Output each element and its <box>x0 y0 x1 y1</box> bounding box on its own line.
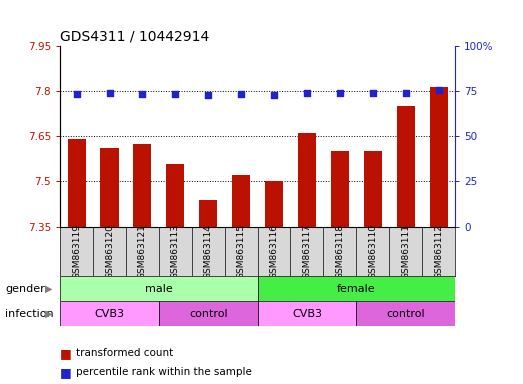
Point <box>72 91 81 97</box>
Text: GSM863119: GSM863119 <box>72 224 81 279</box>
Point <box>303 89 311 96</box>
Text: GSM863121: GSM863121 <box>138 224 147 279</box>
Text: GSM863116: GSM863116 <box>269 224 279 279</box>
Text: transformed count: transformed count <box>76 348 173 358</box>
Text: GSM863117: GSM863117 <box>302 224 311 279</box>
Point <box>336 90 344 96</box>
Text: percentile rank within the sample: percentile rank within the sample <box>76 367 252 377</box>
Text: control: control <box>386 309 425 319</box>
Point <box>435 87 443 93</box>
Text: GSM863111: GSM863111 <box>401 224 410 279</box>
Text: GSM863118: GSM863118 <box>335 224 344 279</box>
Text: ▶: ▶ <box>45 309 52 319</box>
Text: male: male <box>145 284 173 294</box>
Text: GSM863120: GSM863120 <box>105 224 114 279</box>
Bar <box>363 151 382 227</box>
Bar <box>298 133 316 227</box>
Point <box>171 91 179 97</box>
Text: gender: gender <box>5 284 45 294</box>
FancyBboxPatch shape <box>60 301 159 326</box>
Point <box>138 91 146 98</box>
Point <box>105 90 113 96</box>
Text: ■: ■ <box>60 347 72 360</box>
Bar <box>429 87 448 227</box>
Text: ▶: ▶ <box>45 284 52 294</box>
Text: CVB3: CVB3 <box>95 309 124 319</box>
Bar <box>199 200 217 227</box>
Text: control: control <box>189 309 228 319</box>
Point <box>237 91 245 97</box>
FancyBboxPatch shape <box>159 301 257 326</box>
Text: GSM863113: GSM863113 <box>171 224 180 279</box>
FancyBboxPatch shape <box>257 276 455 301</box>
Text: GSM863114: GSM863114 <box>204 224 213 279</box>
FancyBboxPatch shape <box>60 276 257 301</box>
Bar <box>67 139 86 227</box>
FancyBboxPatch shape <box>257 301 356 326</box>
Text: CVB3: CVB3 <box>292 309 322 319</box>
Text: infection: infection <box>5 309 54 319</box>
Text: GSM863110: GSM863110 <box>368 224 377 279</box>
Text: GSM863112: GSM863112 <box>434 224 443 279</box>
Bar <box>232 175 250 227</box>
Text: ■: ■ <box>60 366 72 379</box>
Point <box>270 91 278 98</box>
Text: female: female <box>337 284 376 294</box>
Bar <box>133 144 152 227</box>
Bar <box>100 148 119 227</box>
Bar <box>331 151 349 227</box>
Point <box>369 90 377 96</box>
Text: GDS4311 / 10442914: GDS4311 / 10442914 <box>60 30 209 43</box>
Text: GSM863115: GSM863115 <box>236 224 246 279</box>
Bar <box>166 164 185 227</box>
FancyBboxPatch shape <box>356 301 455 326</box>
Point <box>204 92 212 98</box>
Bar <box>396 106 415 227</box>
Bar <box>265 181 283 227</box>
Point <box>402 90 410 96</box>
